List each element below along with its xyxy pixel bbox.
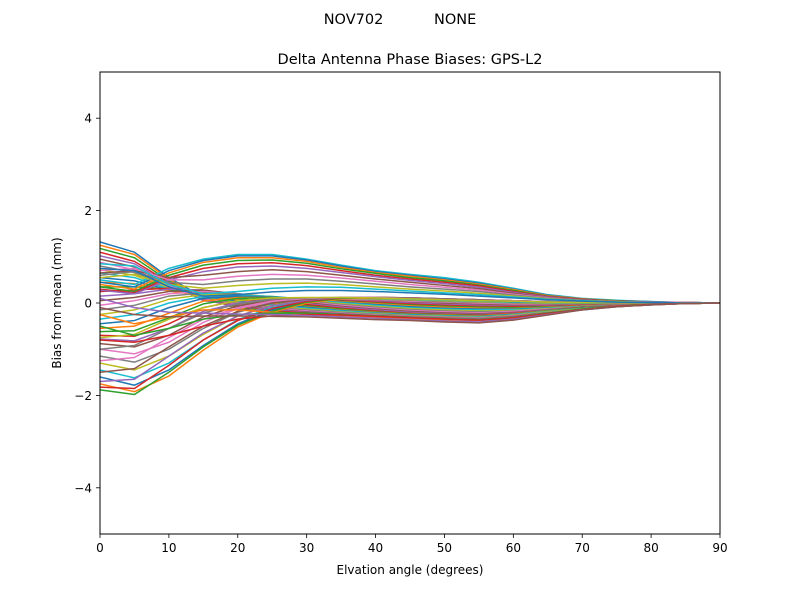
chart-title: Delta Antenna Phase Biases: GPS-L2 [278,52,543,68]
x-tick-label: 30 [299,541,314,555]
series-line-56 [100,302,720,324]
y-axis-label: Bias from mean (mm) [50,237,64,368]
y-tick-label: 0 [84,297,92,311]
y-tick-label: −2 [74,389,92,403]
y-tick-label: 2 [84,204,92,218]
x-tick-label: 80 [643,541,658,555]
x-tick-label: 40 [368,541,383,555]
figure-suptitle: NOV702 NONE [324,12,477,28]
x-tick-label: 90 [712,541,727,555]
series-line-51 [100,267,720,304]
y-tick-label: 4 [84,112,92,126]
x-tick-label: 10 [161,541,176,555]
series-lines [100,241,720,396]
y-axis: −4 −2 0 2 4 [74,112,100,495]
x-tick-label: 60 [506,541,521,555]
x-tick-label: 20 [230,541,245,555]
x-tick-label: 0 [96,541,104,555]
x-axis-label: Elvation angle (degrees) [337,563,484,577]
y-tick-label: −4 [74,481,92,495]
x-tick-label: 70 [575,541,590,555]
x-axis: 0 10 20 30 40 50 60 70 80 90 [96,534,728,555]
x-tick-label: 50 [437,541,452,555]
